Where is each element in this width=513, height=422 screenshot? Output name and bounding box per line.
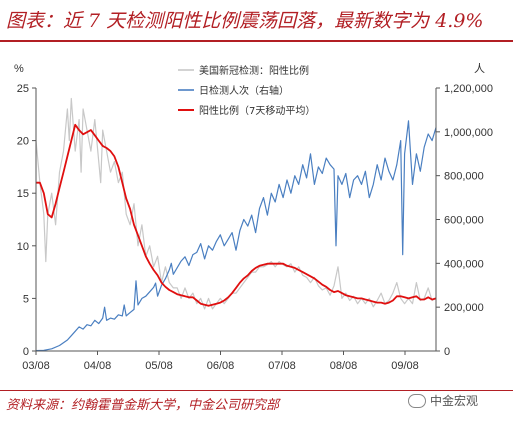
- left-axis-tick-label: 25: [17, 83, 29, 95]
- series-line-3: [36, 123, 437, 307]
- footer-divider: [0, 390, 513, 391]
- legend-label-3: 阳性比例（7天移动平均）: [199, 104, 315, 117]
- right-axis-tick-label: 1,000,000: [444, 127, 493, 139]
- left-axis-tick-label: 10: [17, 241, 29, 253]
- x-axis-tick-label: 04/08: [84, 360, 112, 372]
- chart-axes-layer: 0 5 10 15 20 25% 0 200,000 400,000 600,000 800,000…: [14, 62, 493, 372]
- source-note: 资料来源：约翰霍普金斯大学，中金公司研究部: [6, 398, 280, 413]
- page-title: 图表：近 7 天检测阳性比例震荡回落，最新数字为 4.9%: [6, 10, 484, 32]
- left-axis-tick-label: 5: [23, 293, 29, 305]
- right-axis-unit: 人: [474, 62, 485, 75]
- watermark-label: 中金宏观: [430, 394, 479, 408]
- chart: 0 5 10 15 20 25% 0 200,000 400,000 600,000 800,000…: [14, 62, 493, 372]
- legend-label-1: 美国新冠检测：阳性比例: [199, 64, 309, 77]
- wechat-icon: [408, 393, 426, 408]
- left-axis-tick-label: 20: [17, 136, 29, 148]
- title-divider: [0, 40, 513, 42]
- watermark: 中金宏观: [408, 392, 478, 409]
- right-axis-tick-label: 1,200,000: [444, 83, 493, 95]
- chart-series-layer: [35, 97, 437, 352]
- x-axis-tick-label: 07/08: [268, 360, 296, 372]
- x-axis-tick-label: 08/08: [330, 360, 358, 372]
- x-axis-tick-label: 05/08: [145, 360, 173, 372]
- right-axis-tick-label: 200,000: [444, 302, 484, 314]
- x-axis-tick-label: 06/08: [207, 360, 235, 372]
- legend-label-2: 日检测人次（右轴）: [199, 84, 289, 97]
- x-axis-tick-label: 03/08: [22, 360, 50, 372]
- series-line-2: [35, 120, 437, 352]
- right-axis-tick-label: 600,000: [444, 215, 484, 227]
- right-axis-tick-label: 800,000: [444, 171, 484, 183]
- right-axis-tick-label: 0: [444, 346, 450, 358]
- left-axis-unit: %: [14, 63, 24, 75]
- left-axis-tick-label: 0: [23, 346, 29, 358]
- left-axis-tick-label: 15: [17, 188, 29, 200]
- x-axis-tick-label: 09/08: [391, 360, 419, 372]
- right-axis-tick-label: 400,000: [444, 258, 484, 270]
- series-line-1: [35, 97, 437, 310]
